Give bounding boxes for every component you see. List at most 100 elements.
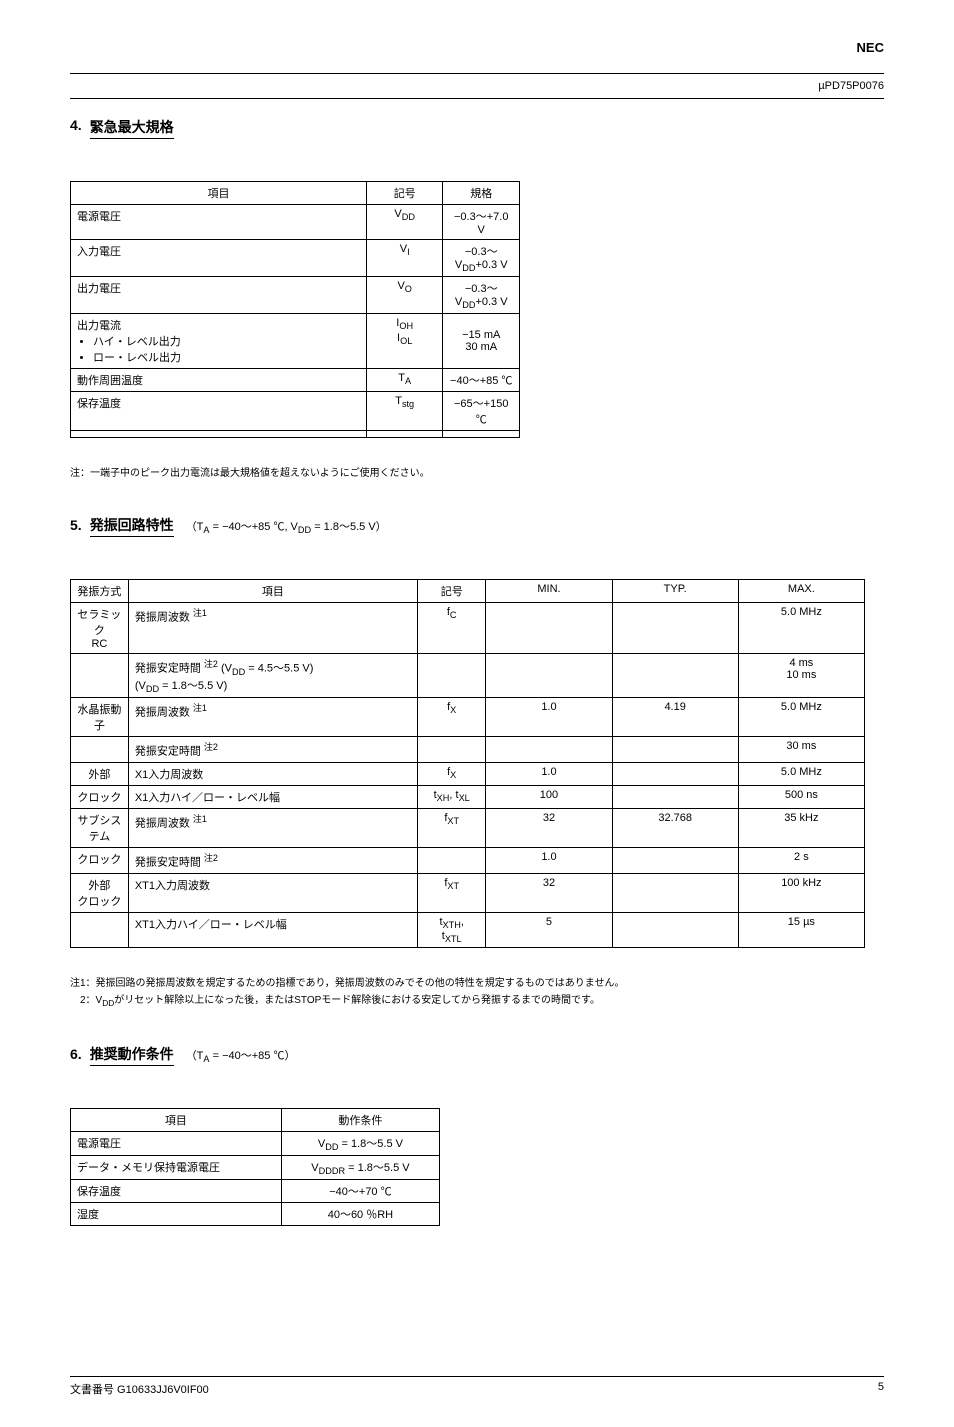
table-cell: 30 ms xyxy=(738,737,864,763)
table-cell xyxy=(612,603,738,654)
table-cell: 1.0 xyxy=(486,848,612,874)
table-cell: 湿度 xyxy=(71,1203,282,1226)
table-cell: 発振周波数 注1 xyxy=(128,698,417,737)
table-cell: 500 ns xyxy=(738,786,864,809)
th-0: 発振方式 xyxy=(71,580,129,603)
table-row: クロックX1入力ハイ／ロー・レベル幅tXH, tXL100500 ns xyxy=(71,786,865,809)
table-cell xyxy=(612,848,738,874)
table-row: 電源電圧VDD = 1.8～5.5 V xyxy=(71,1132,440,1156)
table-cell: 保存温度 xyxy=(71,1180,282,1203)
table-cell: 出力電流ハイ・レベル出力ロー・レベル出力 xyxy=(71,314,367,369)
table-cell xyxy=(71,431,367,438)
th-2: 記号 xyxy=(418,580,486,603)
table-cell: 外部クロック xyxy=(71,873,129,912)
table-cell: 4 ms10 ms xyxy=(738,654,864,698)
table-cell: 動作周囲温度 xyxy=(71,369,367,392)
table-cell xyxy=(366,431,443,438)
table-cell: 100 xyxy=(486,786,612,809)
table-cell: 40～60 ％RH xyxy=(281,1203,439,1226)
section-4-note: 注：一端子中のピーク出力電流は最大規格値を超えないようにご使用ください。 xyxy=(70,464,884,479)
table-cell: 5.0 MHz xyxy=(738,763,864,786)
table-row: XT1入力ハイ／ロー・レベル幅tXTH,tXTL515 µs xyxy=(71,912,865,947)
table-row: 湿度40～60 ％RH xyxy=(71,1203,440,1226)
table-cell xyxy=(486,654,612,698)
table-row: 電源電圧VDD−0.3～+7.0 V xyxy=(71,205,520,240)
table-cell: −0.3～VDD+0.3 V xyxy=(443,277,520,314)
table-abs-max-ratings: 項目 記号 規格 電源電圧VDD−0.3～+7.0 V入力電圧VI−0.3～VD… xyxy=(70,181,520,438)
table-cell: セラミックRC xyxy=(71,603,129,654)
table-cell: −65～+150 ℃ xyxy=(443,392,520,431)
table-cell xyxy=(418,848,486,874)
table-cell xyxy=(486,603,612,654)
table-cell: VDDDR = 1.8～5.5 V xyxy=(281,1156,439,1180)
th-spec: 規格 xyxy=(443,182,520,205)
table-cell: fXT xyxy=(418,809,486,848)
table-row xyxy=(71,431,520,438)
table-cell: fXT xyxy=(418,873,486,912)
th-3: MIN. xyxy=(486,580,612,603)
table-cell: 電源電圧 xyxy=(71,205,367,240)
table-row: 項目 動作条件 xyxy=(71,1109,440,1132)
table-cell xyxy=(486,737,612,763)
section-5-footnote-2: 2：VDDがリセット解除以上になった後，またはSTOPモード解除後における安定し… xyxy=(70,991,884,1008)
table-cell: 5.0 MHz xyxy=(738,603,864,654)
table-cell: VDD = 1.8～5.5 V xyxy=(281,1132,439,1156)
table-cell: クロック xyxy=(71,786,129,809)
th-1: 項目 xyxy=(128,580,417,603)
table-cell: VI xyxy=(366,240,443,277)
table-recommended-conditions: 項目 動作条件 電源電圧VDD = 1.8～5.5 Vデータ・メモリ保持電源電圧… xyxy=(70,1108,440,1226)
table-cell: 1.0 xyxy=(486,763,612,786)
table-cell: 発振周波数 注1 xyxy=(128,809,417,848)
footer-page-number: 5 xyxy=(878,1381,884,1397)
table-cell: 32 xyxy=(486,873,612,912)
table-cell: −40～+85 ℃ xyxy=(443,369,520,392)
table-cell: IOHIOL xyxy=(366,314,443,369)
table-cell: 出力電圧 xyxy=(71,277,367,314)
footer-docnum: 文書番号 G10633JJ6V0IF00 xyxy=(70,1381,209,1397)
table-cell: fX xyxy=(418,763,486,786)
table-row: 水晶振動子発振周波数 注1fX1.04.195.0 MHz xyxy=(71,698,865,737)
table-row: サブシステム発振周波数 注1fXT3232.76835 kHz xyxy=(71,809,865,848)
table-cell: Tstg xyxy=(366,392,443,431)
th-item: 項目 xyxy=(71,1109,282,1132)
table-cell: クロック xyxy=(71,848,129,874)
table-cell: TA xyxy=(366,369,443,392)
table-cell: 外部 xyxy=(71,763,129,786)
table-row: 発振方式 項目 記号 MIN. TYP. MAX. xyxy=(71,580,865,603)
th-symbol: 記号 xyxy=(366,182,443,205)
table-cell: 保存温度 xyxy=(71,392,367,431)
table-cell: XT1入力周波数 xyxy=(128,873,417,912)
table-cell: −0.3～+7.0 V xyxy=(443,205,520,240)
section-5-condition: （TA = −40～+85 ℃, VDD = 1.8～5.5 V） xyxy=(186,518,387,535)
section-5: 5. 発振回路特性 （TA = −40～+85 ℃, VDD = 1.8～5.5… xyxy=(70,515,884,1008)
table-osc-characteristics: 発振方式 項目 記号 MIN. TYP. MAX. セラミックRC発振周波数 注… xyxy=(70,579,865,948)
table-cell: VO xyxy=(366,277,443,314)
table-row: セラミックRC発振周波数 注1fC5.0 MHz xyxy=(71,603,865,654)
table-cell xyxy=(443,431,520,438)
table-cell: 入力電圧 xyxy=(71,240,367,277)
page-footer: 文書番号 G10633JJ6V0IF00 5 xyxy=(70,1381,884,1397)
table-row: データ・メモリ保持電源電圧VDDDR = 1.8～5.5 V xyxy=(71,1156,440,1180)
table-cell: 電源電圧 xyxy=(71,1132,282,1156)
table-cell: 100 kHz xyxy=(738,873,864,912)
table-cell xyxy=(71,737,129,763)
table-row: 出力電圧VO−0.3～VDD+0.3 V xyxy=(71,277,520,314)
table-cell: 5.0 MHz xyxy=(738,698,864,737)
table-row: 発振安定時間 注2 30 ms xyxy=(71,737,865,763)
table-cell xyxy=(71,912,129,947)
section-6-title: 推奨動作条件 xyxy=(90,1044,174,1066)
top-rule-2 xyxy=(70,98,884,99)
table-cell: 32 xyxy=(486,809,612,848)
table-cell: 発振安定時間 注2 xyxy=(128,737,417,763)
table-cell xyxy=(612,763,738,786)
table-cell: データ・メモリ保持電源電圧 xyxy=(71,1156,282,1180)
section-4-title: 緊急最大規格 xyxy=(90,117,174,139)
table-cell: −40～+70 ℃ xyxy=(281,1180,439,1203)
table-cell xyxy=(612,912,738,947)
table-cell: 4.19 xyxy=(612,698,738,737)
section-6-condition: （TA = −40～+85 ℃） xyxy=(186,1047,296,1064)
table-cell: −15 mA30 mA xyxy=(443,314,520,369)
header-title: NEC xyxy=(70,40,884,55)
table-row: 入力電圧VI−0.3～VDD+0.3 V xyxy=(71,240,520,277)
section-5-title: 発振回路特性 xyxy=(90,515,174,537)
